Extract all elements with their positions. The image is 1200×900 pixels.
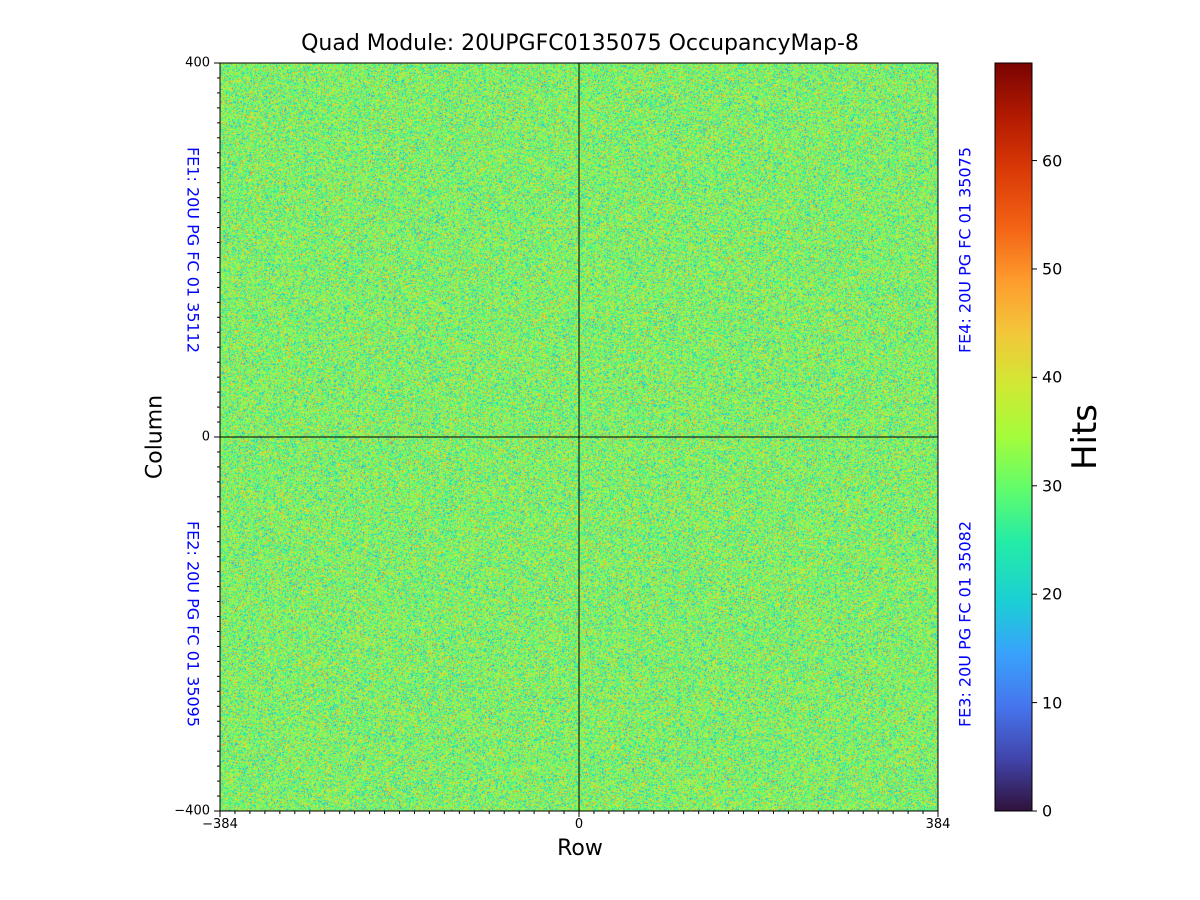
colorbar-ticks bbox=[1032, 160, 1037, 812]
colorbar-tick-label: 40 bbox=[1042, 367, 1063, 387]
colorbar-tick-label: 10 bbox=[1042, 693, 1063, 713]
y-axis-label: Column bbox=[142, 394, 168, 480]
x-axis-label: Row bbox=[557, 836, 603, 861]
colorbar-tick-label: 50 bbox=[1042, 259, 1063, 279]
colorbar-tick-label: 30 bbox=[1042, 476, 1063, 496]
x-tick-label: −384 bbox=[202, 817, 238, 832]
minor-ticks bbox=[214, 62, 939, 817]
colorbar-tick-label: 0 bbox=[1042, 801, 1053, 821]
fe2-label: FE2: 20U PG FC 01 35095 bbox=[183, 520, 203, 728]
colorbar-label: Hits bbox=[1065, 403, 1105, 471]
fe3-label: FE3: 20U PG FC 01 35082 bbox=[955, 520, 975, 728]
y-tick-label: 400 bbox=[185, 55, 210, 71]
fe1-label: FE1: 20U PG FC 01 35112 bbox=[183, 146, 203, 354]
fe4-label: FE4: 20U PG FC 01 35075 bbox=[955, 146, 975, 354]
x-tick-label: 0 bbox=[574, 817, 584, 832]
colorbar-tick-label: 60 bbox=[1042, 151, 1063, 171]
y-tick-label: 0 bbox=[201, 429, 210, 445]
y-tick-label: −400 bbox=[174, 803, 210, 819]
colorbar-tick-label: 20 bbox=[1042, 584, 1063, 604]
chart-title: Quad Module: 20UPGFC0135075 OccupancyMap… bbox=[301, 31, 859, 56]
x-tick-label: 384 bbox=[925, 817, 951, 832]
colorbar bbox=[994, 62, 1033, 812]
